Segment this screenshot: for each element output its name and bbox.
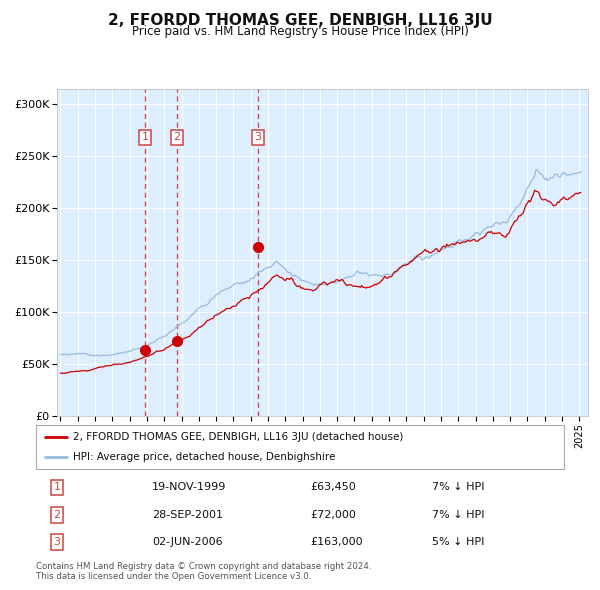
- Text: 19-NOV-1999: 19-NOV-1999: [152, 483, 227, 493]
- Text: This data is licensed under the Open Government Licence v3.0.: This data is licensed under the Open Gov…: [36, 572, 311, 581]
- Text: 2: 2: [53, 510, 61, 520]
- Text: 28-SEP-2001: 28-SEP-2001: [152, 510, 223, 520]
- Text: 02-JUN-2006: 02-JUN-2006: [152, 537, 223, 547]
- Text: £63,450: £63,450: [311, 483, 356, 493]
- Text: 7% ↓ HPI: 7% ↓ HPI: [432, 510, 485, 520]
- Text: 1: 1: [142, 132, 148, 142]
- Text: 2, FFORDD THOMAS GEE, DENBIGH, LL16 3JU: 2, FFORDD THOMAS GEE, DENBIGH, LL16 3JU: [107, 13, 493, 28]
- Text: Contains HM Land Registry data © Crown copyright and database right 2024.: Contains HM Land Registry data © Crown c…: [36, 562, 371, 571]
- Text: 2: 2: [173, 132, 181, 142]
- Text: 1: 1: [53, 483, 61, 493]
- FancyBboxPatch shape: [36, 425, 564, 469]
- Text: 2, FFORDD THOMAS GEE, DENBIGH, LL16 3JU (detached house): 2, FFORDD THOMAS GEE, DENBIGH, LL16 3JU …: [73, 432, 403, 442]
- Text: 5% ↓ HPI: 5% ↓ HPI: [432, 537, 484, 547]
- Text: 3: 3: [53, 537, 61, 547]
- Text: 3: 3: [254, 132, 262, 142]
- Text: 7% ↓ HPI: 7% ↓ HPI: [432, 483, 485, 493]
- Text: Price paid vs. HM Land Registry's House Price Index (HPI): Price paid vs. HM Land Registry's House …: [131, 25, 469, 38]
- Text: £163,000: £163,000: [311, 537, 363, 547]
- Text: HPI: Average price, detached house, Denbighshire: HPI: Average price, detached house, Denb…: [73, 452, 335, 462]
- Text: £72,000: £72,000: [311, 510, 356, 520]
